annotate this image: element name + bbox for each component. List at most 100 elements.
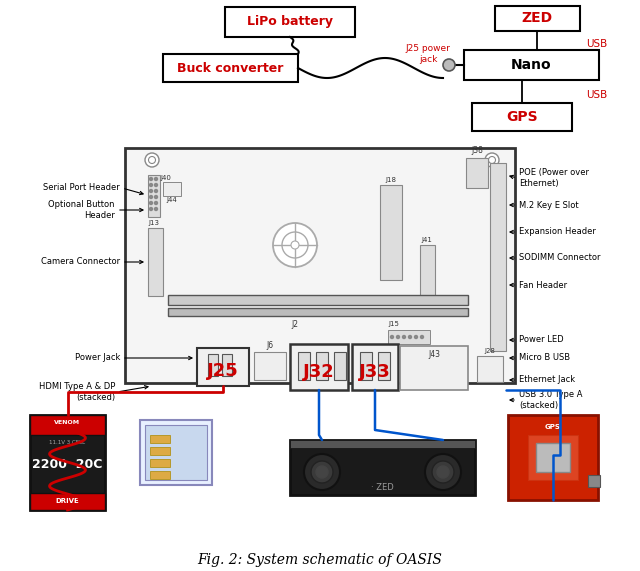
Text: Fig. 2: System schematic of OASIS: Fig. 2: System schematic of OASIS [198, 553, 442, 567]
Circle shape [420, 336, 424, 339]
Circle shape [403, 336, 406, 339]
Circle shape [485, 153, 499, 167]
Circle shape [154, 183, 157, 187]
Text: J43: J43 [428, 350, 440, 359]
Bar [508, 415, 598, 500]
Text: Micro B USB: Micro B USB [519, 353, 570, 363]
Text: · ZED: · ZED [371, 482, 394, 492]
Circle shape [154, 178, 157, 180]
Circle shape [154, 190, 157, 192]
Bar [150, 447, 170, 455]
Circle shape [150, 190, 152, 192]
Bar [380, 185, 402, 280]
Bar [30, 415, 105, 510]
Text: USB: USB [586, 39, 607, 49]
Bar [528, 435, 578, 480]
Text: DRIVE: DRIVE [56, 498, 79, 504]
Text: Buck converter: Buck converter [177, 62, 283, 74]
Text: J18: J18 [385, 177, 397, 183]
Text: SODIMM Connector: SODIMM Connector [519, 254, 600, 263]
Text: POE (Power over
Ethernet): POE (Power over Ethernet) [519, 168, 589, 188]
Circle shape [282, 232, 308, 258]
Bar [466, 158, 488, 188]
Text: J13: J13 [148, 220, 159, 226]
Bar [463, 50, 598, 80]
Bar [148, 228, 163, 296]
Text: J40: J40 [160, 175, 171, 181]
Bar [150, 459, 170, 467]
Circle shape [408, 336, 412, 339]
Bar [254, 352, 286, 380]
Text: Ethernet Jack: Ethernet Jack [519, 376, 575, 384]
Bar [290, 440, 475, 495]
Bar [378, 352, 390, 380]
Bar [30, 493, 105, 510]
Bar [168, 308, 468, 316]
Text: J32: J32 [303, 363, 335, 381]
Circle shape [443, 59, 455, 71]
Text: J2: J2 [291, 320, 298, 329]
Bar [208, 354, 218, 376]
Bar [222, 354, 232, 376]
Text: Power LED: Power LED [519, 336, 564, 344]
Text: ZED: ZED [522, 11, 552, 25]
Bar [400, 346, 468, 390]
Text: VENOM: VENOM [54, 420, 81, 425]
Bar [125, 148, 515, 383]
Bar [168, 295, 468, 305]
Bar [536, 443, 570, 472]
Text: 11.1V 3 CELL: 11.1V 3 CELL [49, 440, 86, 445]
Bar [145, 425, 207, 480]
Text: 2200  20C: 2200 20C [32, 459, 102, 472]
Circle shape [316, 466, 328, 478]
Circle shape [437, 466, 449, 478]
Bar [490, 163, 506, 351]
Circle shape [415, 336, 417, 339]
Bar [388, 330, 430, 344]
Text: Nano: Nano [511, 58, 551, 72]
Bar [197, 348, 249, 386]
Bar [360, 352, 372, 380]
Bar [298, 352, 310, 380]
Text: J25: J25 [207, 362, 239, 380]
Circle shape [304, 454, 340, 490]
Bar [30, 415, 105, 435]
Bar [148, 175, 160, 217]
Text: J38: J38 [471, 146, 483, 155]
Bar [352, 344, 398, 390]
Text: J33: J33 [359, 363, 391, 381]
Circle shape [397, 336, 399, 339]
Circle shape [150, 183, 152, 187]
Bar [477, 356, 503, 382]
Bar [420, 245, 435, 300]
Circle shape [291, 241, 299, 249]
Bar [163, 182, 181, 196]
Bar [316, 352, 328, 380]
Bar [472, 103, 572, 131]
Text: Serial Port Header: Serial Port Header [44, 183, 120, 192]
Text: LiPo battery: LiPo battery [247, 15, 333, 29]
Text: J41: J41 [422, 237, 433, 243]
Text: Expansion Header: Expansion Header [519, 227, 596, 236]
Text: J25 power
jack: J25 power jack [406, 45, 451, 64]
Bar [290, 344, 348, 390]
Circle shape [150, 178, 152, 180]
Bar [150, 435, 170, 443]
Text: Optional Button
Header: Optional Button Header [49, 200, 115, 220]
Text: HDMI Type A & DP
(stacked): HDMI Type A & DP (stacked) [38, 383, 115, 402]
Circle shape [488, 156, 495, 163]
Text: J44: J44 [166, 197, 177, 203]
Circle shape [148, 156, 156, 163]
Bar [150, 471, 170, 479]
Bar [334, 352, 346, 380]
Text: J28: J28 [484, 348, 495, 354]
Bar [588, 475, 600, 487]
Text: J15: J15 [388, 321, 399, 327]
Text: GPS: GPS [545, 424, 561, 430]
Circle shape [145, 153, 159, 167]
Bar [225, 7, 355, 37]
Circle shape [311, 461, 333, 483]
Text: GPS: GPS [506, 110, 538, 124]
Circle shape [425, 454, 461, 490]
Text: Fan Header: Fan Header [519, 280, 567, 289]
